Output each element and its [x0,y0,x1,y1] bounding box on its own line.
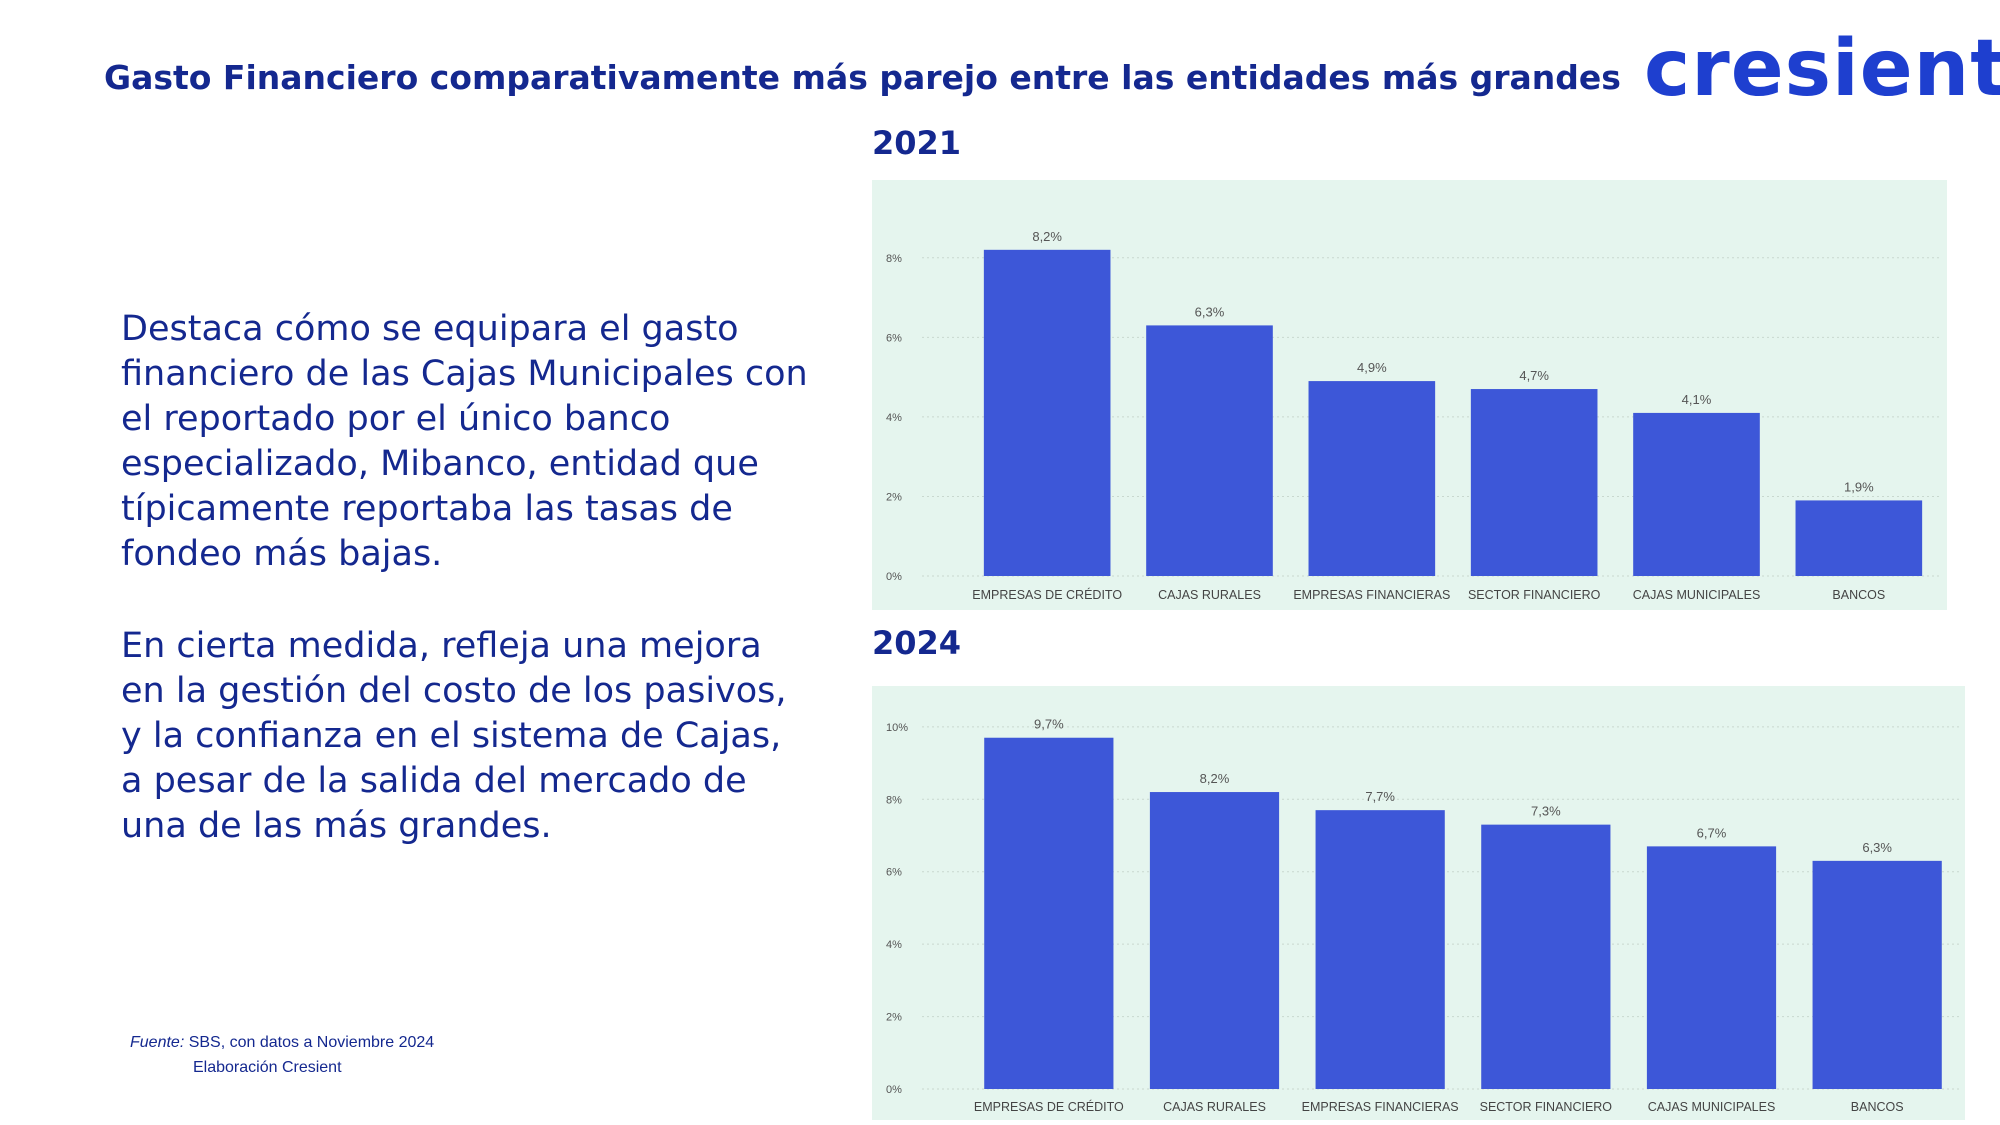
category-label: EMPRESAS FINANCIERAS [1293,588,1450,602]
data-label: 6,3% [1862,840,1892,855]
data-label: 1,9% [1844,479,1874,494]
bar [1481,824,1611,1089]
y-tick-label: 2% [886,1012,902,1024]
cresient-logo: cresient [1644,24,2000,114]
category-label: CAJAS RURALES [1163,1100,1266,1114]
chart-2021-title: 2021 [872,124,962,162]
body-paragraph-1: Destaca cómo se equipara el gasto financ… [121,309,808,574]
category-label: EMPRESAS DE CRÉDITO [974,1099,1124,1114]
bar [1646,846,1777,1089]
bar [1812,860,1942,1089]
bar [1146,325,1273,576]
chart-2024-svg: 0% 2% 4% 6% 8% 10% 9,7% EMPRESAS DE CRÉDITO 8,2%… [886,717,1960,1114]
source-note: Fuente: SBS, con datos a Noviembre 2024 … [130,1030,434,1080]
category-label: BANCOS [1832,588,1885,602]
category-label: SECTOR FINANCIERO [1480,1100,1613,1114]
bar [1315,810,1445,1089]
data-label: 4,1% [1682,392,1712,407]
y-tick-label: 0% [886,571,902,583]
data-label: 4,7% [1519,368,1549,383]
data-label: 6,7% [1697,825,1727,840]
source-label: Fuente: [130,1034,185,1051]
y-tick-label: 6% [886,332,902,344]
y-tick-label: 2% [886,491,902,503]
y-tick-label: 10% [886,722,908,734]
data-label: 8,2% [1200,771,1230,786]
chart-2024: 0% 2% 4% 6% 8% 10% 9,7% EMPRESAS DE CRÉDITO 8,2%… [872,686,1965,1120]
chart-2021: 0% 2% 4% 6% 8% 8,2% EMPRESAS DE CRÉDITO 6,3% CAJ… [872,180,1947,610]
page-title: Gasto Financiero comparativamente más pa… [104,58,1621,97]
bar [1633,412,1760,576]
y-tick-label: 6% [886,867,902,879]
category-label: CAJAS MUNICIPALES [1648,1100,1776,1114]
y-tick-label: 0% [886,1084,902,1096]
y-tick-label: 4% [886,939,902,951]
bar [984,737,1114,1089]
data-label: 9,7% [1034,717,1064,732]
bar [1470,389,1598,576]
bar [983,249,1111,577]
data-label: 7,3% [1531,804,1561,819]
category-label: CAJAS MUNICIPALES [1633,588,1761,602]
data-label: 6,3% [1195,304,1225,319]
category-label: EMPRESAS FINANCIERAS [1302,1100,1459,1114]
bar [1795,500,1923,576]
data-label: 7,7% [1365,789,1395,804]
category-label: CAJAS RURALES [1158,588,1261,602]
source-text: SBS, con datos a Noviembre 2024 [184,1034,435,1051]
y-tick-label: 8% [886,794,902,806]
y-tick-label: 4% [886,412,902,424]
bar [1308,381,1436,576]
category-label: BANCOS [1851,1100,1904,1114]
chart-2024-title: 2024 [872,624,962,662]
category-label: SECTOR FINANCIERO [1468,588,1601,602]
category-label: EMPRESAS DE CRÉDITO [972,587,1122,602]
y-tick-label: 8% [886,253,902,265]
bar [1149,792,1280,1089]
source-credit: Elaboración Cresient [193,1059,342,1076]
data-label: 4,9% [1357,360,1387,375]
body-paragraph-2: En cierta medida, refleja una mejora en … [121,626,787,846]
chart-2021-svg: 0% 2% 4% 6% 8% 8,2% EMPRESAS DE CRÉDITO 6,3% CAJ… [886,229,1940,602]
data-label: 8,2% [1032,229,1062,244]
